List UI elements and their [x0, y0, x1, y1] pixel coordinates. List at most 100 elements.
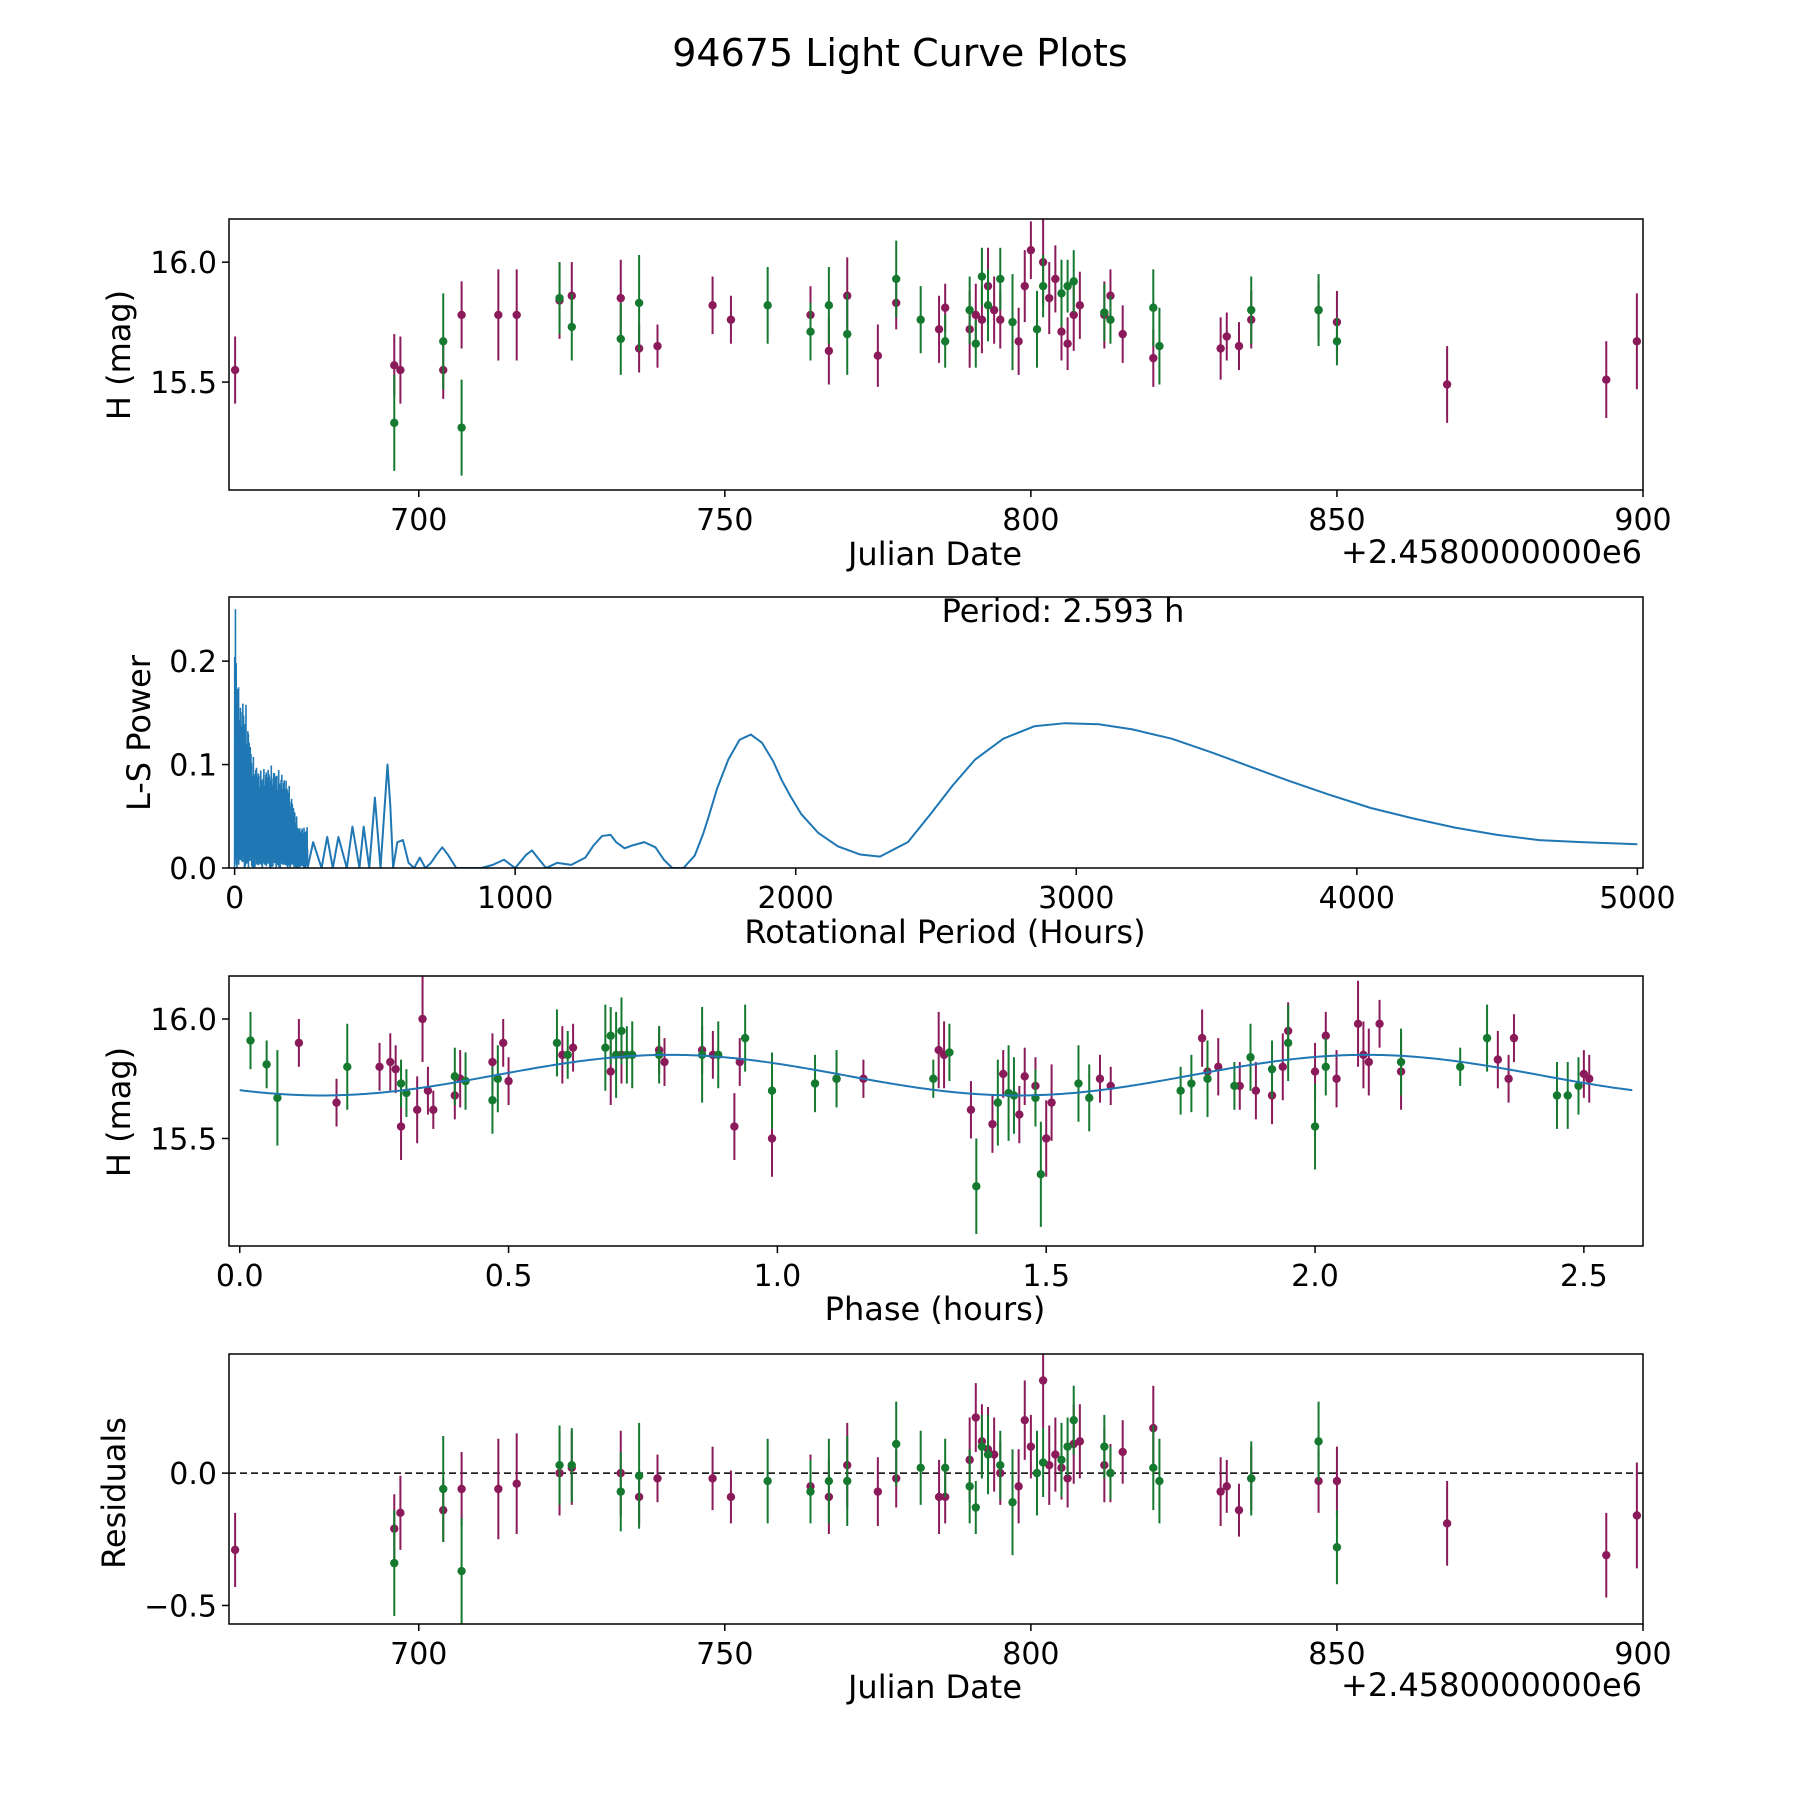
- light-curve-points: [230, 219, 1642, 476]
- light-curve-point: [1057, 327, 1066, 336]
- residuals-point: [1216, 1487, 1225, 1496]
- light-curve-point: [396, 365, 405, 375]
- light-curve-point: [457, 423, 466, 432]
- light-curve-point: [1602, 375, 1611, 384]
- phased-point: [945, 1048, 954, 1057]
- light-curve-point: [1014, 337, 1023, 346]
- light-curve-point: [977, 315, 987, 324]
- light-curve-point: [1045, 293, 1054, 303]
- residuals-point: [1149, 1463, 1158, 1473]
- phased-point: [1074, 1079, 1083, 1088]
- phased-point: [740, 1033, 750, 1043]
- residuals-ytick-label: 0.0: [169, 1457, 217, 1492]
- light-curve-point: [1332, 337, 1342, 346]
- periodogram-xlabel: Rotational Period (Hours): [744, 913, 1145, 951]
- phased-xtick-label: 2.0: [1291, 1259, 1339, 1294]
- periodogram-ytick-label: 0.0: [169, 852, 217, 887]
- residuals-point: [996, 1460, 1005, 1470]
- phased-point: [1251, 1086, 1261, 1095]
- phased-point: [606, 1031, 615, 1040]
- phased-point: [966, 1105, 976, 1115]
- phased-point: [1283, 1038, 1293, 1048]
- residuals-point: [983, 1450, 993, 1459]
- phased-point: [504, 1076, 513, 1086]
- light-curve-frame: [228, 218, 1644, 491]
- phased-point: [396, 1079, 406, 1088]
- residuals-point: [940, 1463, 950, 1473]
- phased-ytick-label: 15.5: [150, 1122, 217, 1157]
- light-curve-point: [708, 301, 717, 310]
- light-curve-point: [390, 361, 399, 370]
- phased-point: [1579, 1069, 1589, 1079]
- residuals-point: [1026, 1442, 1036, 1451]
- phased-point: [993, 1098, 1003, 1107]
- light-curve-point: [1314, 305, 1323, 315]
- phased-point: [429, 1105, 438, 1115]
- light-curve-point: [1106, 315, 1115, 324]
- light-curve-xlabel: Julian Date: [846, 535, 1022, 573]
- phased-point: [601, 1043, 610, 1052]
- phased-point: [1042, 1134, 1051, 1143]
- residuals-point: [616, 1487, 625, 1496]
- light-curve-point: [1216, 344, 1225, 353]
- light-curve-point: [616, 293, 625, 303]
- residuals-point: [1247, 1474, 1256, 1483]
- phased-point: [767, 1086, 777, 1095]
- light-curve-point: [916, 315, 925, 324]
- residuals-point: [1442, 1519, 1452, 1528]
- periodogram-lines: [233, 609, 1638, 868]
- light-curve-point: [824, 301, 834, 310]
- light-curve-point: [843, 329, 852, 339]
- residuals-point: [873, 1487, 883, 1496]
- phased-point: [1321, 1062, 1330, 1071]
- light-curve-point: [726, 315, 736, 324]
- phased-point: [488, 1096, 497, 1105]
- phased-point: [1214, 1062, 1223, 1071]
- phased-point: [568, 1043, 578, 1052]
- residuals-point: [977, 1442, 987, 1451]
- phased-point: [1036, 1170, 1046, 1179]
- light-curve-xtick-label: 750: [696, 503, 753, 538]
- phased-xtick-label: 0.0: [216, 1259, 264, 1294]
- light-curve-point: [230, 365, 240, 375]
- phased-point: [332, 1098, 341, 1107]
- residuals-point: [843, 1476, 852, 1486]
- residuals-point: [555, 1460, 564, 1470]
- light-curve-point: [555, 293, 564, 303]
- residuals-point: [824, 1476, 834, 1486]
- residuals-point: [1038, 1458, 1048, 1467]
- phased-point: [988, 1119, 997, 1129]
- residuals-point: [971, 1413, 980, 1422]
- residuals-point: [512, 1479, 521, 1488]
- light-curve-point: [1026, 245, 1036, 255]
- light-curve-point: [892, 274, 901, 284]
- phased-xtick-label: 2.5: [1560, 1259, 1608, 1294]
- light-curve-xtick-label: 800: [1002, 503, 1059, 538]
- light-curve-point: [1222, 332, 1231, 341]
- phased-point: [1456, 1062, 1465, 1071]
- phased-point: [1047, 1098, 1056, 1107]
- light-curve-point: [1038, 281, 1048, 291]
- phased-point: [396, 1122, 406, 1131]
- residuals-point: [1632, 1511, 1642, 1520]
- light-curve-point: [1008, 317, 1017, 327]
- residuals-point: [1063, 1474, 1072, 1483]
- phased-point: [832, 1074, 841, 1083]
- residuals-point: [396, 1508, 405, 1518]
- light-curve-point: [1069, 310, 1078, 320]
- periodogram-frame: [228, 596, 1644, 869]
- figure-title: 94675 Light Curve Plots: [672, 31, 1127, 75]
- residuals-point: [494, 1484, 503, 1494]
- residuals-point: [1222, 1482, 1231, 1491]
- phased-point: [972, 1182, 981, 1191]
- residuals-points: [230, 1354, 1642, 1624]
- residuals-point: [971, 1503, 980, 1512]
- light-curve-point: [457, 310, 466, 320]
- residuals-point: [1063, 1442, 1072, 1451]
- phased-point: [563, 1050, 572, 1060]
- periodogram-ylabel: L-S Power: [120, 654, 158, 811]
- light-curve-point: [824, 346, 834, 356]
- light-curve-point: [512, 310, 521, 320]
- light-curve-point: [763, 301, 772, 310]
- residuals-point: [1106, 1468, 1115, 1478]
